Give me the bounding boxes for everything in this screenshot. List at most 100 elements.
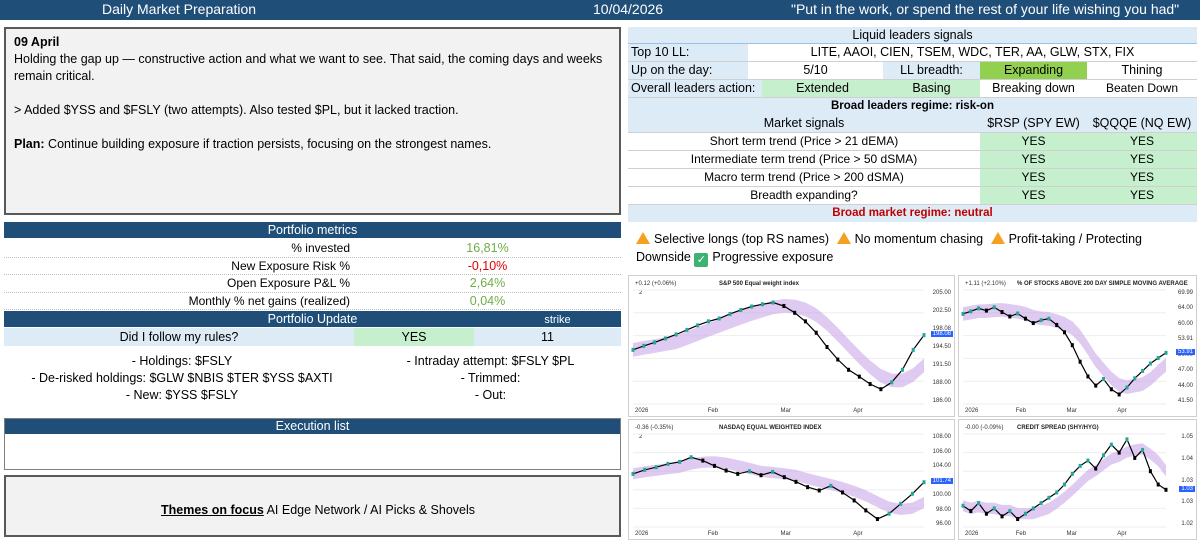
data-point bbox=[642, 343, 646, 348]
chart-spy-ew[interactable]: S&P 500 Equal weight index +0.12 (+0.06%)… bbox=[628, 275, 955, 417]
data-point bbox=[879, 387, 883, 392]
price-line bbox=[632, 456, 925, 520]
legend-item: Profit-taking / Protecting bbox=[1008, 232, 1142, 246]
data-point bbox=[1094, 383, 1098, 388]
chart-pct-above-200[interactable]: % OF STOCKS ABOVE 200 DAY SIMPLE MOVING … bbox=[958, 275, 1197, 417]
data-point bbox=[1102, 453, 1106, 458]
data-point bbox=[1000, 310, 1004, 315]
y-tick-label: 186.00 bbox=[932, 398, 951, 404]
data-point bbox=[771, 300, 775, 305]
page-title: Daily Market Preparation bbox=[102, 1, 257, 17]
x-tick-label: Mar bbox=[780, 531, 791, 537]
y-tick-label: 69.99 bbox=[1177, 290, 1193, 296]
data-point bbox=[685, 327, 689, 332]
metric-label: Monthly % net gains (realized) bbox=[188, 293, 350, 308]
data-point bbox=[736, 471, 740, 476]
chart-legend: +0.12 (+0.06%) bbox=[635, 281, 677, 287]
data-point bbox=[1164, 350, 1168, 355]
data-point bbox=[1133, 376, 1137, 381]
data-point bbox=[803, 319, 807, 324]
themes-label: Themes on focus bbox=[161, 503, 264, 517]
data-point bbox=[1023, 316, 1027, 321]
data-point bbox=[643, 467, 647, 472]
y-tick-label: 44.00 bbox=[1177, 382, 1193, 389]
action-label: Overall leaders action: bbox=[628, 80, 762, 97]
data-point bbox=[750, 304, 754, 309]
data-point bbox=[1102, 376, 1106, 381]
data-point bbox=[1023, 511, 1027, 516]
x-tick-label: 2026 bbox=[965, 408, 979, 414]
data-point bbox=[1016, 311, 1020, 316]
col-rsp: $RSP (SPY EW) bbox=[987, 116, 1080, 130]
holdings-block: - Holdings: $FSLY - Intraday attempt: $F… bbox=[4, 353, 621, 404]
metric-value: 2,64% bbox=[469, 276, 506, 290]
ma-band bbox=[633, 456, 924, 515]
last-price-tag: 1.03 bbox=[1179, 485, 1195, 492]
header-quote: "Put in the work, or spend the rest of y… bbox=[791, 1, 1180, 17]
data-point bbox=[631, 347, 635, 352]
ma-band bbox=[633, 299, 924, 388]
journal-note[interactable]: 09 April Holding the gap up — constructi… bbox=[4, 27, 621, 215]
action-basing: Basing bbox=[883, 80, 980, 97]
y-tick-label: 205.00 bbox=[932, 290, 951, 296]
price-line bbox=[632, 301, 925, 390]
new-line: - New: $YSS $FSLY bbox=[125, 388, 239, 402]
y-tick-label: 104.00 bbox=[932, 463, 951, 469]
chart-credit-spread[interactable]: CREDIT SPREAD (SHY/HYG) -0.00 (-0.09%) 1.0… bbox=[958, 419, 1197, 540]
data-point bbox=[910, 491, 914, 496]
rules-question: Did I follow my rules? bbox=[119, 330, 239, 344]
signal-row: Short term trend (Price > 21 dEMA) YES Y… bbox=[628, 133, 1197, 151]
data-point bbox=[1141, 368, 1145, 373]
up-label: Up on the day: bbox=[628, 62, 748, 79]
chart-nasdaq-ew[interactable]: NASDAQ EQUAL WEIGHTED INDEX -0.36 (-0.35%… bbox=[628, 419, 955, 540]
out-line: - Out: bbox=[474, 388, 507, 402]
up-value: 5/10 bbox=[803, 63, 828, 77]
x-tick-label: 2026 bbox=[635, 531, 649, 537]
x-tick-label: Apr bbox=[1117, 408, 1127, 414]
chart-legend: +1.11 (+2.10%) bbox=[965, 281, 1006, 287]
rules-answer[interactable]: YES bbox=[354, 328, 474, 346]
leaders-regime: Broad leaders regime: risk-on bbox=[628, 98, 1197, 115]
x-tick-label: Apr bbox=[1117, 531, 1127, 537]
themes-box: Themes on focus AI Edge Network / AI Pic… bbox=[4, 475, 621, 537]
portfolio-metrics-header: Portfolio metrics bbox=[4, 222, 621, 238]
data-point bbox=[1055, 322, 1059, 327]
ma-band bbox=[963, 443, 1166, 520]
signal-qqqe: YES bbox=[1087, 133, 1197, 150]
data-point bbox=[674, 332, 678, 337]
data-point bbox=[922, 480, 926, 485]
metric-value: 16,81% bbox=[466, 241, 509, 255]
chart-svg bbox=[961, 289, 1168, 405]
data-point bbox=[841, 490, 845, 495]
data-point bbox=[1125, 437, 1129, 442]
data-point bbox=[825, 345, 829, 349]
intraday-line: - Intraday attempt: $FSLY $PL bbox=[406, 354, 575, 368]
liquid-leaders-table: Liquid leaders signals Top 10 LL: LITE, … bbox=[628, 27, 1197, 115]
ma-band bbox=[963, 303, 1166, 394]
data-point bbox=[1031, 321, 1035, 326]
x-tick-label: Apr bbox=[853, 531, 863, 537]
signal-label: Intermediate term trend (Price > 50 dSMA… bbox=[690, 152, 918, 166]
signal-rsp: YES bbox=[980, 151, 1087, 168]
themes-value: AI Edge Network / AI Picks & Shovels bbox=[263, 503, 476, 517]
y-tick-label: 202.50 bbox=[932, 308, 951, 314]
data-point bbox=[887, 511, 891, 516]
breadth-thining: Thining bbox=[1121, 63, 1163, 77]
x-tick-label: Mar bbox=[780, 408, 791, 414]
signal-rsp: YES bbox=[980, 169, 1087, 186]
data-point bbox=[1000, 514, 1004, 519]
execution-list[interactable] bbox=[4, 418, 621, 470]
strike-count[interactable]: 11 bbox=[541, 330, 554, 344]
x-tick-label: Mar bbox=[1066, 408, 1077, 414]
y-tick-label: 1.04 bbox=[1181, 455, 1193, 462]
data-point bbox=[969, 509, 973, 514]
data-point bbox=[922, 333, 926, 338]
signal-rsp: YES bbox=[980, 133, 1087, 150]
data-point bbox=[1156, 356, 1160, 361]
action-legend: Selective longs (top RS names) No moment… bbox=[636, 230, 1191, 267]
data-point bbox=[992, 506, 996, 511]
data-point bbox=[793, 310, 797, 315]
data-point bbox=[1039, 501, 1043, 506]
y-tick-label: 188.00 bbox=[932, 380, 951, 386]
data-point bbox=[857, 374, 861, 379]
